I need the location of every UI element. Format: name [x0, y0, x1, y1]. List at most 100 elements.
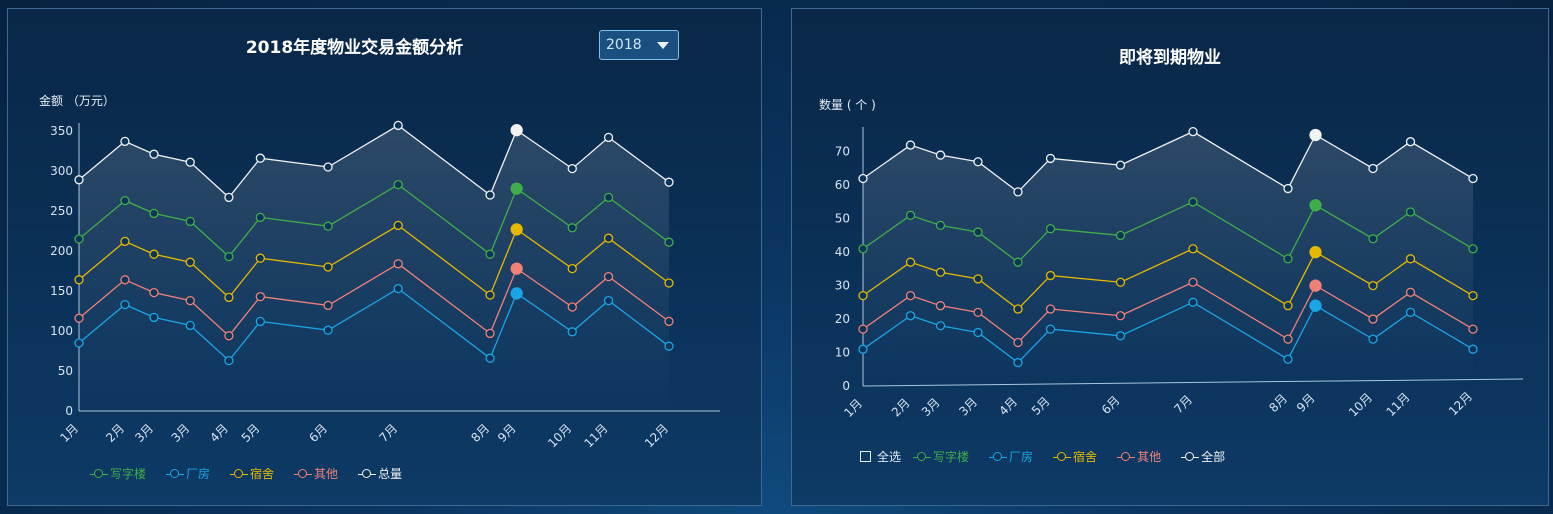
data-point[interactable]	[120, 236, 130, 247]
data-point[interactable]	[149, 249, 159, 259]
data-point[interactable]	[603, 233, 614, 243]
data-point[interactable]	[1013, 357, 1023, 368]
data-point[interactable]	[149, 312, 159, 323]
data-point[interactable]	[74, 175, 84, 185]
data-point[interactable]	[905, 140, 916, 150]
legend-item-0[interactable]: 写字楼	[90, 465, 146, 482]
data-point[interactable]	[224, 292, 234, 303]
data-point[interactable]	[1283, 354, 1293, 364]
data-point[interactable]	[1283, 334, 1293, 344]
data-point[interactable]	[485, 353, 495, 363]
data-point[interactable]	[973, 157, 983, 167]
data-point[interactable]	[393, 259, 403, 269]
data-point[interactable]	[935, 220, 946, 231]
data-point[interactable]	[510, 124, 523, 137]
data-point[interactable]	[1188, 197, 1198, 207]
data-point[interactable]	[1468, 173, 1478, 184]
data-point[interactable]	[185, 320, 195, 331]
data-point[interactable]	[1045, 153, 1056, 164]
data-point[interactable]	[567, 263, 577, 274]
data-point[interactable]	[1283, 183, 1293, 194]
data-point[interactable]	[603, 271, 614, 282]
data-point[interactable]	[1468, 244, 1478, 254]
data-point[interactable]	[1309, 279, 1322, 292]
data-point[interactable]	[1405, 287, 1416, 297]
data-point[interactable]	[905, 210, 916, 220]
data-point[interactable]	[185, 295, 195, 306]
data-point[interactable]	[973, 327, 983, 338]
data-point[interactable]	[858, 324, 868, 334]
legend-item-4[interactable]: 全部	[1181, 448, 1225, 465]
data-point[interactable]	[224, 355, 234, 366]
data-point[interactable]	[510, 182, 523, 195]
legend-item-3[interactable]: 其他	[1117, 448, 1161, 465]
legend-item-2[interactable]: 宿舍	[1053, 448, 1097, 465]
data-point[interactable]	[858, 290, 868, 301]
legend-select-all[interactable]: 全选	[860, 448, 901, 465]
data-point[interactable]	[935, 301, 946, 311]
data-point[interactable]	[1368, 314, 1378, 324]
data-point[interactable]	[905, 290, 916, 301]
data-point[interactable]	[255, 291, 266, 302]
data-point[interactable]	[1045, 324, 1056, 334]
data-point[interactable]	[485, 290, 495, 300]
data-point[interactable]	[323, 162, 333, 172]
data-point[interactable]	[567, 163, 577, 174]
data-point[interactable]	[485, 249, 495, 259]
data-point[interactable]	[664, 316, 674, 327]
data-point[interactable]	[149, 208, 159, 219]
data-point[interactable]	[1309, 299, 1322, 312]
data-point[interactable]	[1045, 304, 1056, 314]
legend-item-1[interactable]: 厂房	[989, 448, 1033, 465]
data-point[interactable]	[1405, 307, 1416, 318]
data-point[interactable]	[485, 190, 495, 200]
data-point[interactable]	[1115, 311, 1126, 321]
data-point[interactable]	[1283, 254, 1293, 264]
data-point[interactable]	[1468, 290, 1478, 301]
data-point[interactable]	[935, 267, 946, 277]
data-point[interactable]	[973, 307, 983, 318]
data-point[interactable]	[120, 136, 130, 147]
data-point[interactable]	[1013, 304, 1023, 314]
data-point[interactable]	[603, 192, 614, 203]
data-point[interactable]	[393, 220, 403, 231]
data-point[interactable]	[1188, 127, 1198, 137]
data-point[interactable]	[255, 212, 266, 223]
data-point[interactable]	[323, 262, 333, 272]
data-point[interactable]	[664, 177, 674, 187]
data-point[interactable]	[185, 216, 195, 227]
legend-item-1[interactable]: 厂房	[166, 465, 210, 482]
data-point[interactable]	[664, 278, 674, 288]
data-point[interactable]	[120, 195, 130, 206]
data-point[interactable]	[120, 275, 130, 285]
data-point[interactable]	[858, 244, 868, 254]
data-point[interactable]	[935, 150, 946, 160]
data-point[interactable]	[1368, 334, 1378, 344]
data-point[interactable]	[1283, 301, 1293, 311]
legend-item-0[interactable]: 写字楼	[913, 448, 969, 465]
data-point[interactable]	[510, 223, 523, 236]
data-point[interactable]	[1405, 254, 1416, 264]
data-point[interactable]	[224, 192, 234, 203]
data-point[interactable]	[510, 287, 523, 300]
data-point[interactable]	[1368, 163, 1378, 174]
data-point[interactable]	[74, 275, 84, 285]
data-point[interactable]	[1115, 331, 1126, 341]
data-point[interactable]	[1188, 244, 1198, 254]
data-point[interactable]	[858, 173, 868, 184]
data-point[interactable]	[1405, 137, 1416, 147]
data-point[interactable]	[1468, 344, 1478, 354]
data-point[interactable]	[567, 327, 577, 337]
data-point[interactable]	[1309, 245, 1322, 259]
data-point[interactable]	[1045, 270, 1056, 281]
data-point[interactable]	[323, 221, 333, 231]
data-point[interactable]	[1115, 160, 1126, 170]
data-point[interactable]	[905, 311, 916, 321]
data-point[interactable]	[1188, 297, 1198, 307]
data-point[interactable]	[185, 157, 195, 167]
data-point[interactable]	[1013, 257, 1023, 267]
data-point[interactable]	[74, 338, 84, 348]
data-point[interactable]	[603, 132, 614, 143]
data-point[interactable]	[1013, 337, 1023, 348]
data-point[interactable]	[973, 227, 983, 237]
